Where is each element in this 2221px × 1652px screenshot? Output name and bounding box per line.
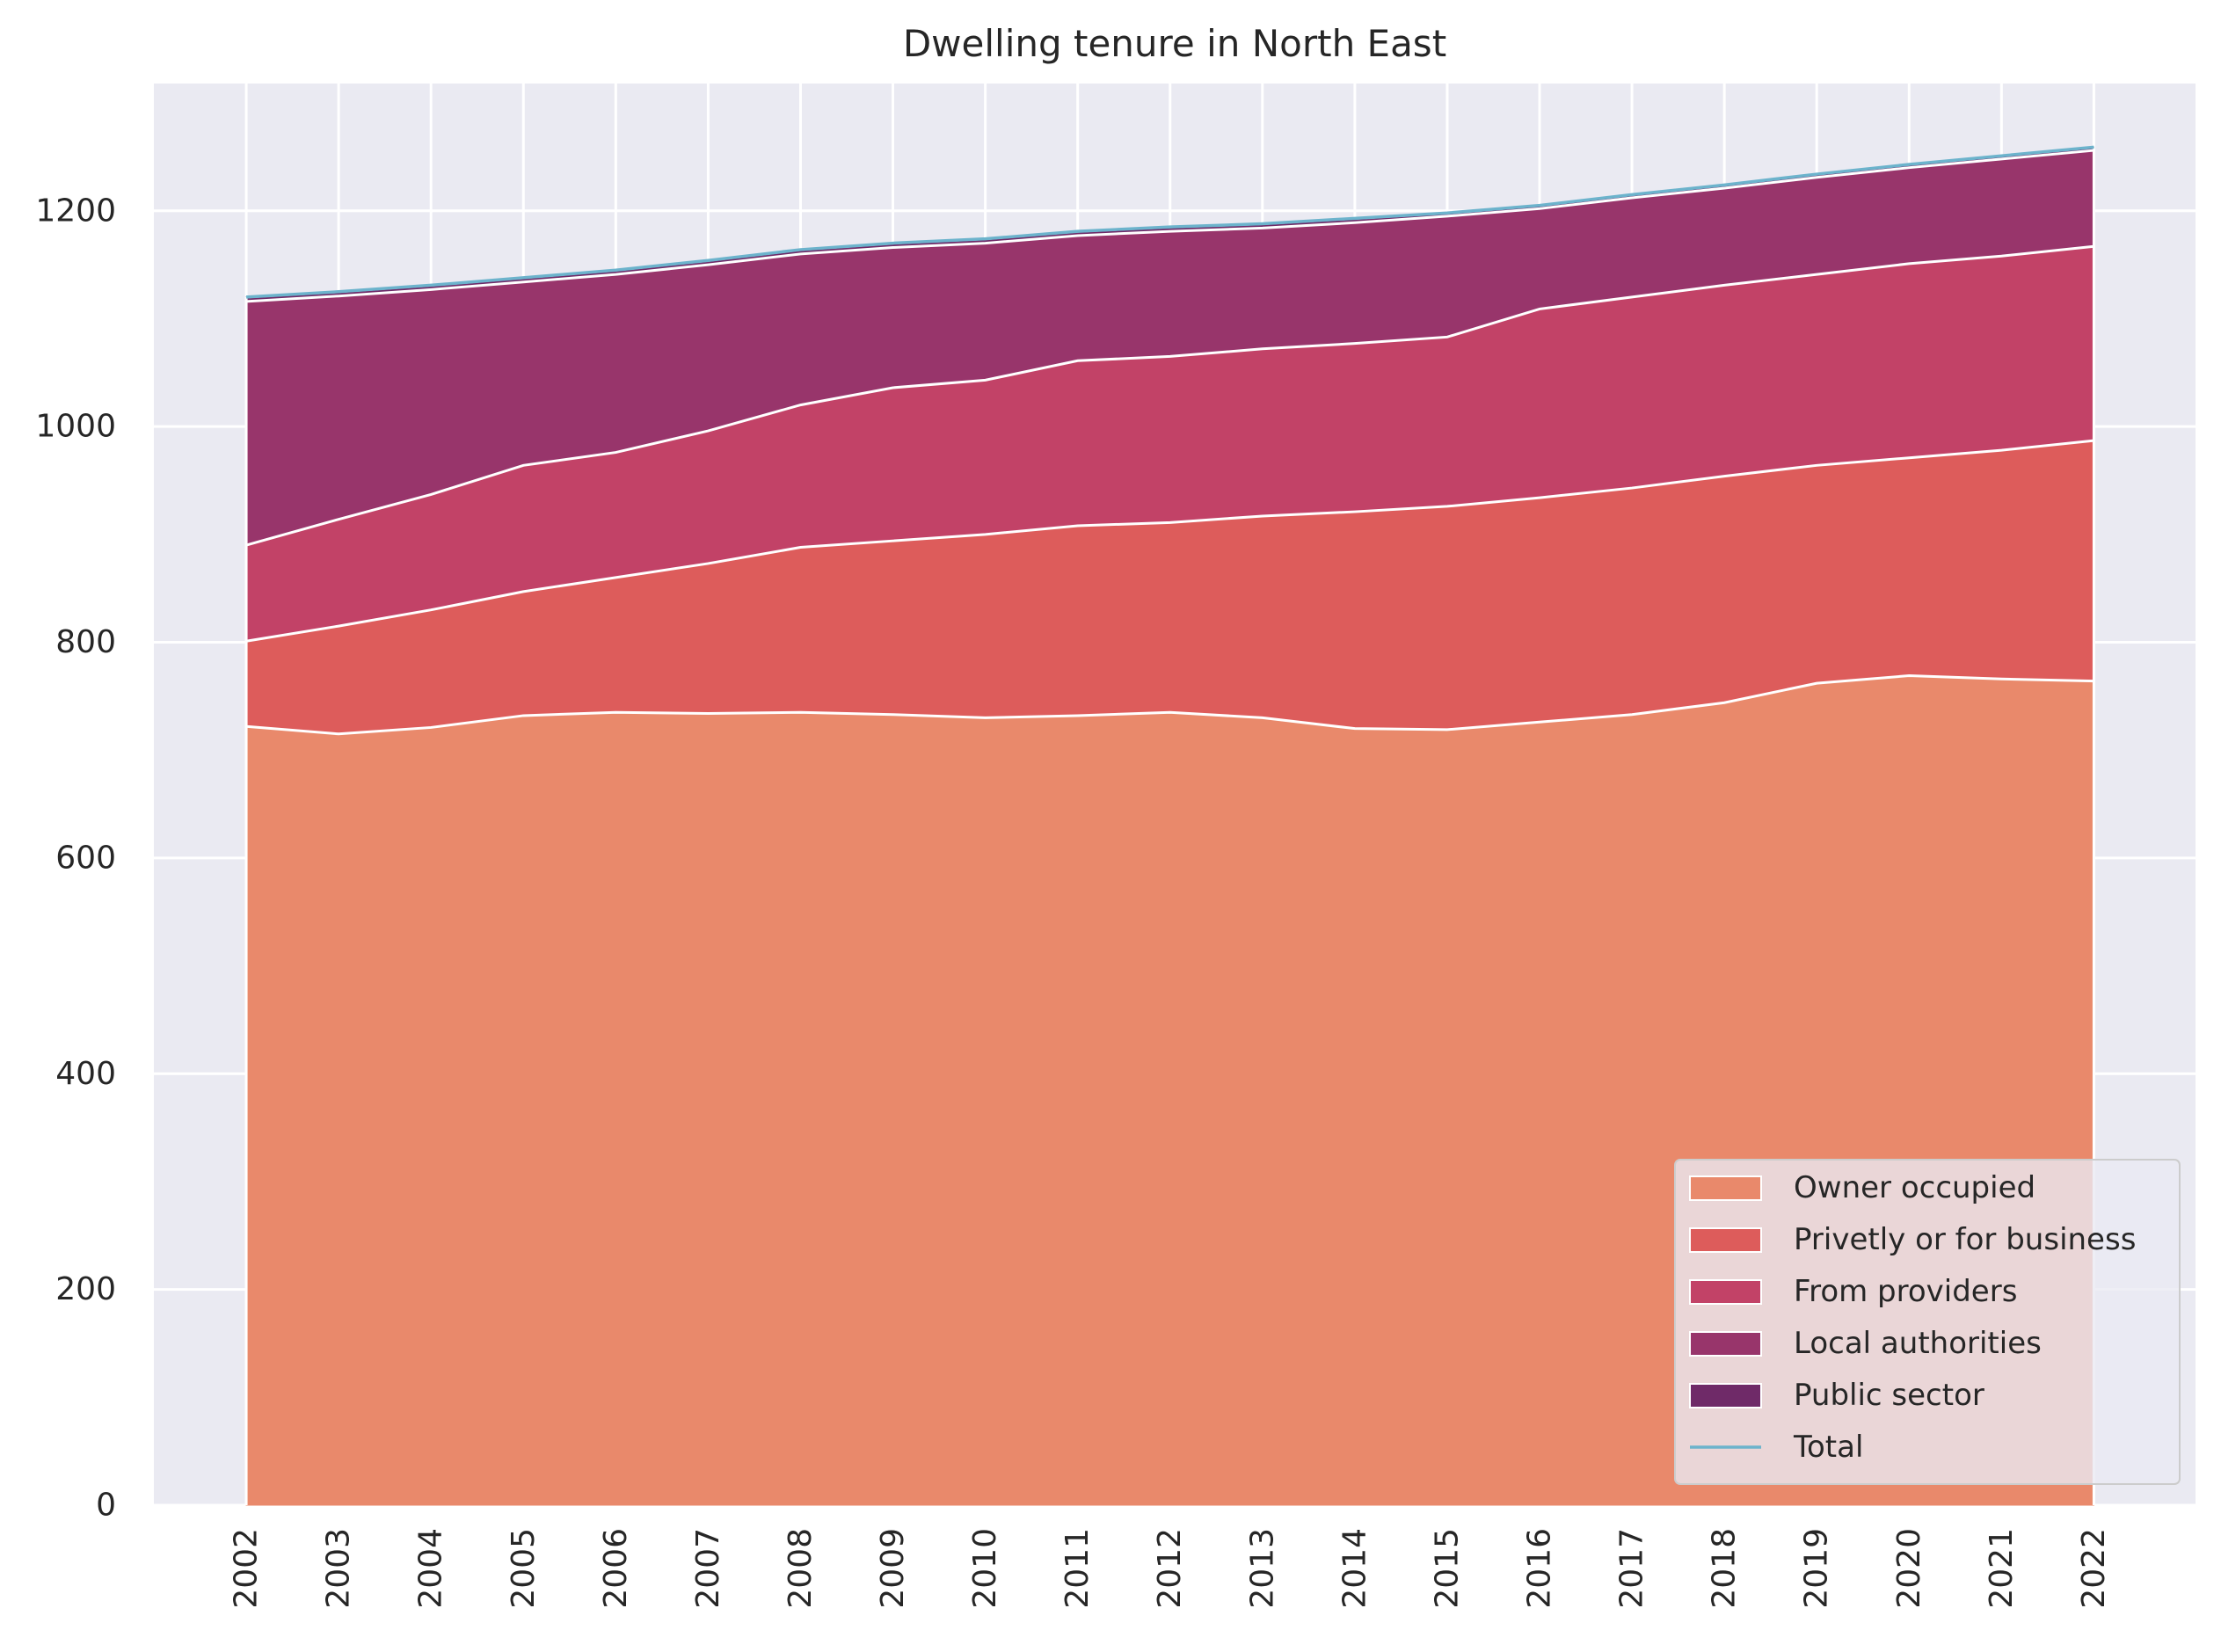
y-tick-label: 800 <box>55 624 116 660</box>
x-tick-label: 2004 <box>413 1528 449 1609</box>
x-tick-label: 2003 <box>321 1528 357 1609</box>
y-tick-label: 600 <box>55 840 116 876</box>
y-tick-label: 1200 <box>35 193 116 229</box>
legend-label-public-sector: Public sector <box>1794 1378 1984 1413</box>
x-tick-label: 2007 <box>690 1528 726 1609</box>
x-tick-label: 2002 <box>229 1528 265 1609</box>
x-tick-label: 2018 <box>1707 1528 1743 1609</box>
legend-label-owner-occupied: Owner occupied <box>1794 1170 2035 1205</box>
area-edge-owner-occupied <box>245 674 2094 736</box>
legend-swatch-privetly-or-for-business <box>1689 1227 1762 1253</box>
legend-box <box>1674 1159 2181 1485</box>
x-tick-label: 2020 <box>1891 1528 1927 1609</box>
legend-label-local-authorities: Local authorities <box>1794 1326 2042 1361</box>
x-tick-label: 2006 <box>598 1528 634 1609</box>
y-tick-label: 200 <box>55 1271 116 1307</box>
x-tick-label: 2019 <box>1799 1528 1835 1609</box>
legend: Owner occupied Privetly or for business Fr… <box>1674 1159 2181 1485</box>
x-tick-label: 2021 <box>1984 1528 2020 1609</box>
x-tick-label: 2010 <box>967 1528 1003 1609</box>
x-tick-label: 2012 <box>1152 1528 1188 1609</box>
legend-label-privetly-or-for-business: Privetly or for business <box>1794 1222 2136 1257</box>
legend-label-total: Total <box>1793 1430 1863 1465</box>
x-tick-label: 2017 <box>1614 1528 1650 1609</box>
legend-swatch-public-sector <box>1689 1383 1762 1408</box>
y-tick-label: 0 <box>96 1488 116 1524</box>
legend-label-from-providers: From providers <box>1794 1274 2017 1309</box>
total-line-group <box>245 145 2094 299</box>
legend-swatch-owner-occupied <box>1689 1175 1762 1201</box>
total-line <box>245 145 2094 299</box>
legend-swatch-from-providers <box>1689 1279 1762 1305</box>
x-tick-label: 2022 <box>2076 1528 2112 1609</box>
x-tick-label: 2011 <box>1060 1528 1096 1609</box>
area-boundaries <box>244 145 2095 1505</box>
y-tick-label: 400 <box>55 1056 116 1092</box>
x-axis-ticks: 2002 2003 2004 2005 2006 2007 2008 2009 2010 2011… <box>229 1528 2112 1609</box>
area-edge-privetly-or-for-business <box>245 439 2094 643</box>
x-tick-label: 2008 <box>783 1528 819 1609</box>
x-tick-label: 2009 <box>875 1528 911 1609</box>
x-tick-label: 2013 <box>1244 1528 1280 1609</box>
chart-title: Dwelling tenure in North East <box>903 22 1446 65</box>
x-tick-label: 2015 <box>1429 1528 1465 1609</box>
area-edge-local-authorities <box>245 149 2094 303</box>
x-tick-label: 2005 <box>506 1528 542 1609</box>
x-tick-label: 2014 <box>1336 1528 1373 1609</box>
area-edge-from-providers <box>245 244 2094 547</box>
y-axis-ticks: 0 200 400 600 800 1000 1200 <box>35 193 116 1523</box>
legend-swatch-local-authorities <box>1689 1331 1762 1357</box>
stacked-areas <box>245 146 2094 1506</box>
x-tick-label: 2016 <box>1522 1528 1558 1609</box>
y-tick-label: 1000 <box>35 409 116 445</box>
